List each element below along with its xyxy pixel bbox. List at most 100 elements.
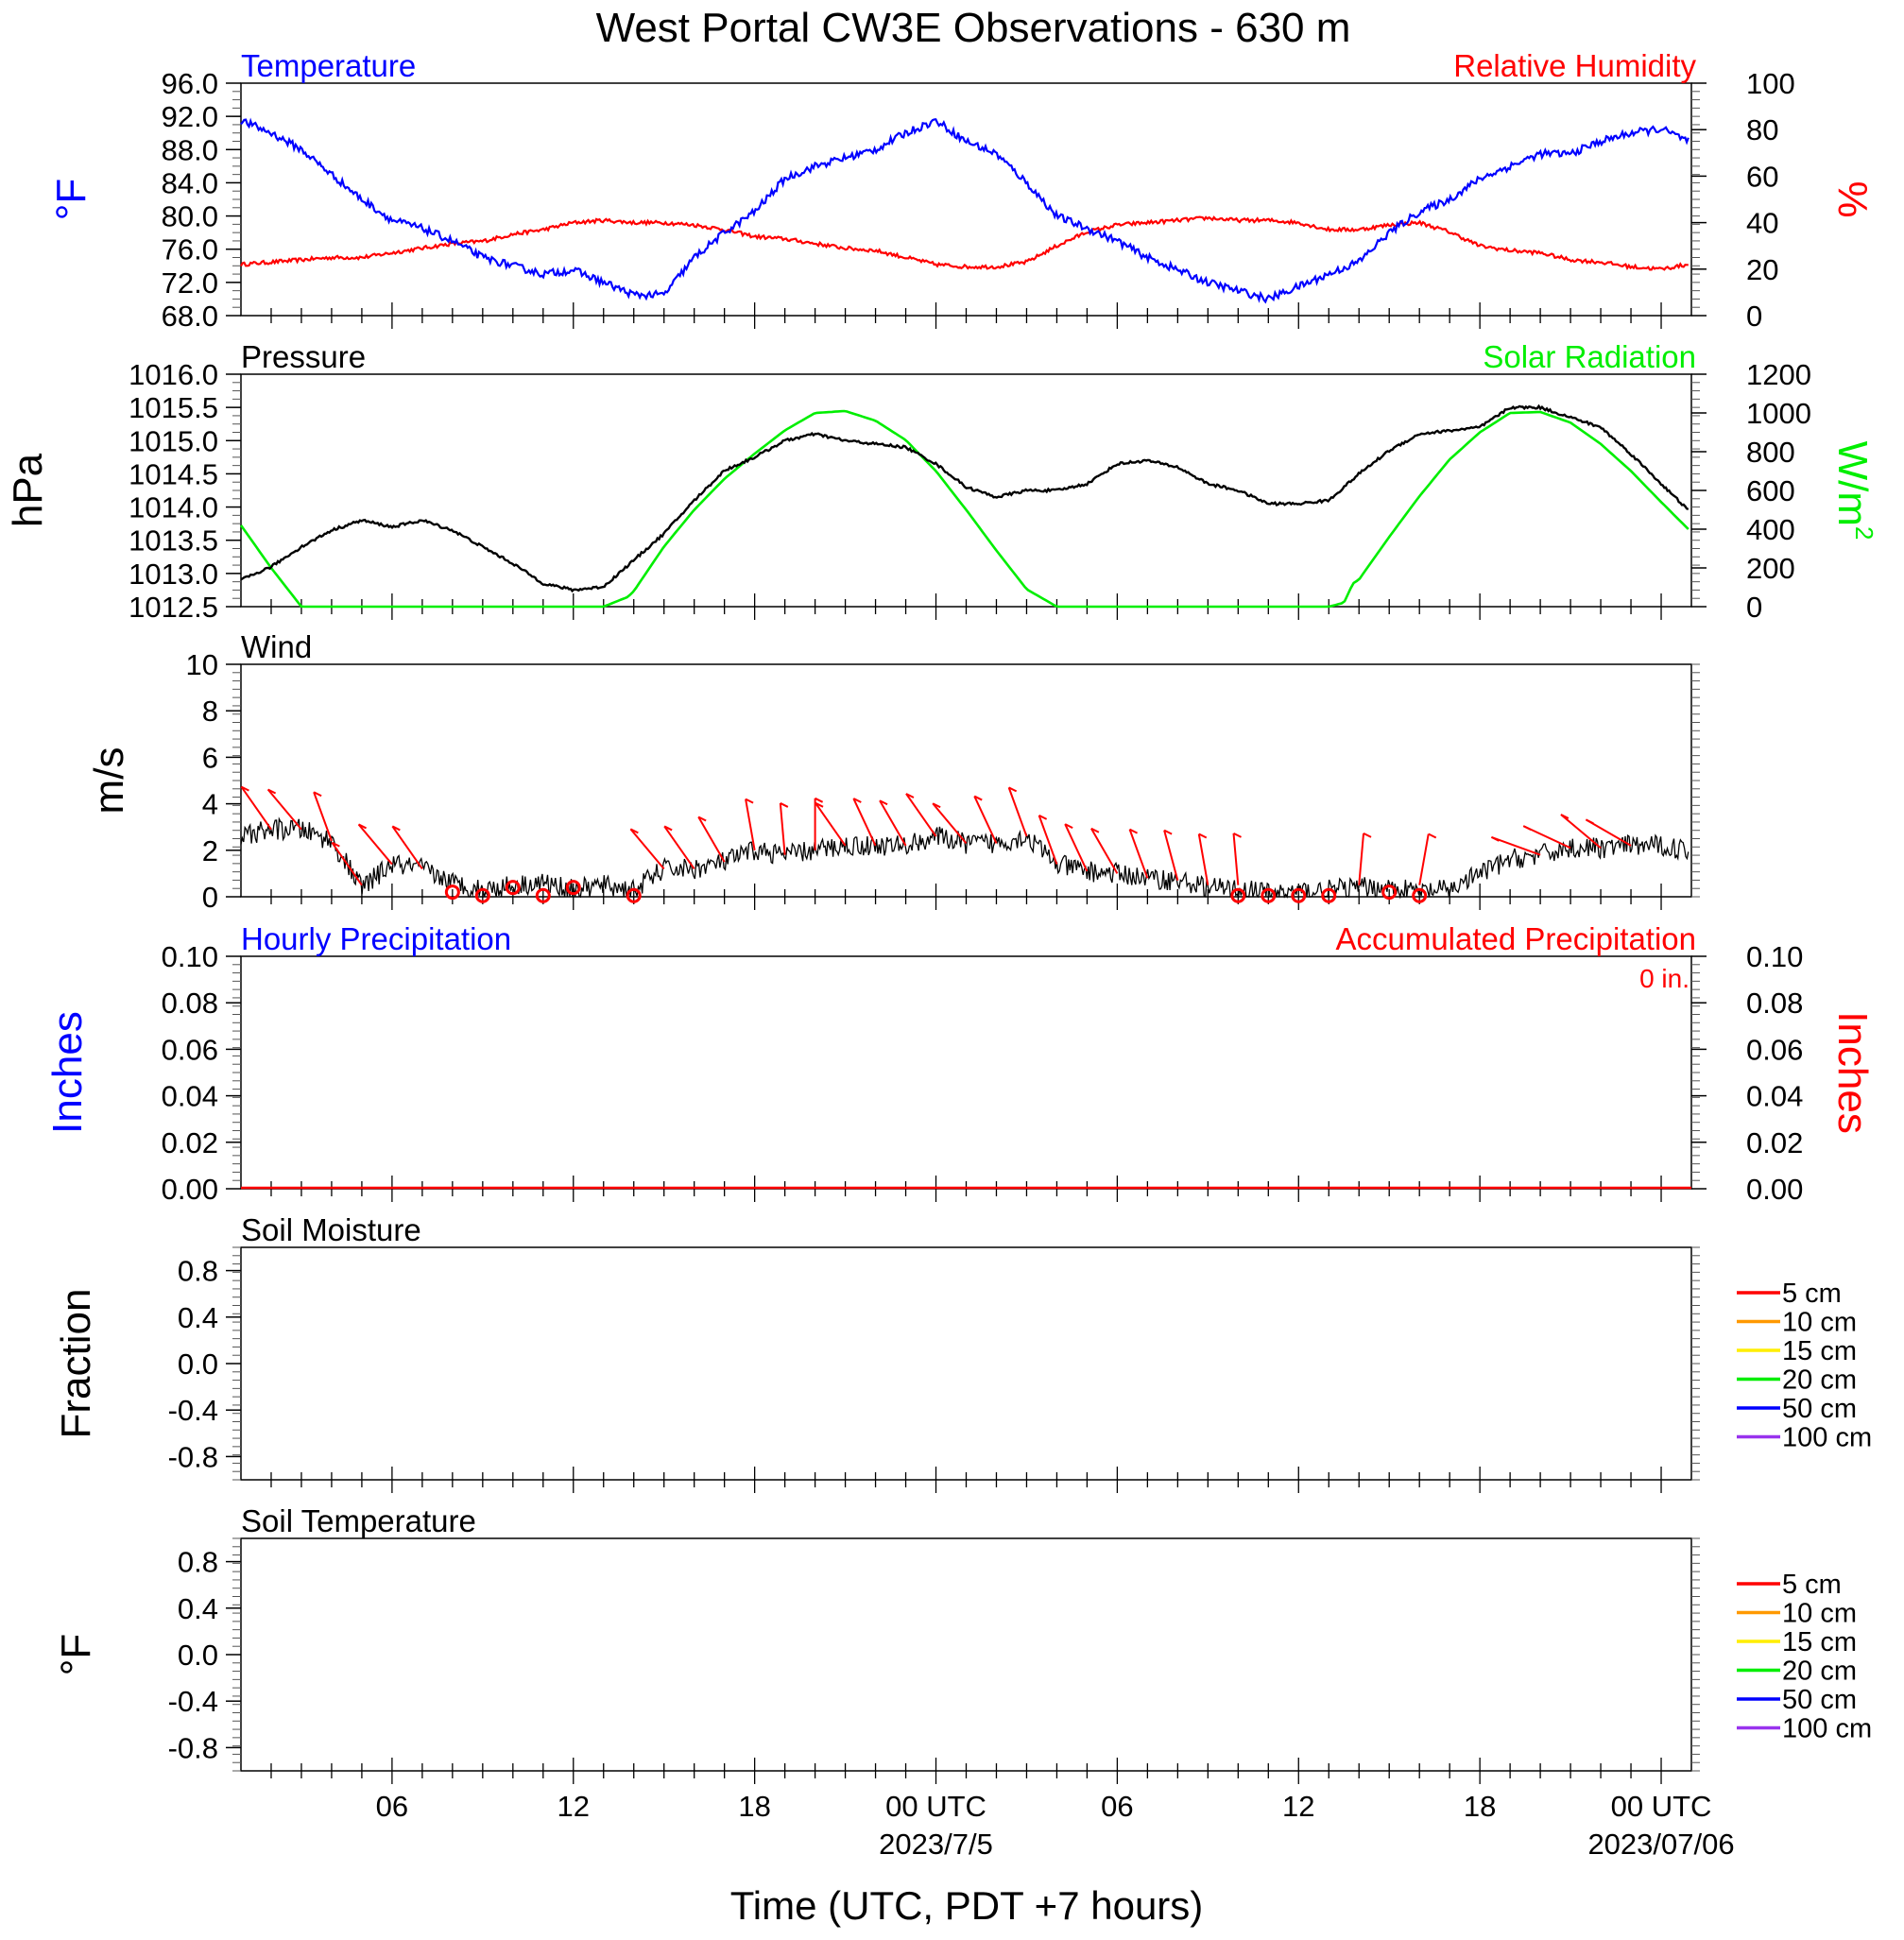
wind-barb — [331, 842, 363, 886]
left-tick-label: 0.0 — [178, 1639, 218, 1672]
right-tick-label: 0.00 — [1746, 1173, 1803, 1206]
wind-barb — [852, 798, 877, 847]
panels: 96.092.088.084.080.076.072.068.010080604… — [5, 48, 1878, 1784]
left-tick-label: 0.8 — [178, 1546, 218, 1579]
right-tick-label: 20 — [1746, 253, 1778, 286]
wind-barb-flag — [240, 785, 249, 792]
calm-wind-circle — [1412, 887, 1428, 903]
wind-barb — [779, 802, 786, 855]
wind-barb-flag — [852, 798, 862, 803]
calm-wind-circle — [1230, 887, 1246, 903]
wind-barb-flag — [331, 841, 340, 848]
x-tick-label: 00 UTC — [885, 1790, 986, 1823]
pressure-line — [240, 403, 1690, 593]
left-tick-label: 4 — [202, 788, 218, 821]
wind-barb — [240, 786, 272, 831]
right-tick-label: 0.04 — [1746, 1080, 1803, 1113]
right-unit-label: Inches — [1829, 1011, 1876, 1134]
wind-barb — [266, 788, 302, 831]
calm-wind-circle — [505, 880, 521, 896]
wind-barb — [1585, 818, 1632, 847]
x-date-label: 2023/7/5 — [879, 1828, 993, 1861]
left-tick-label: 1013.0 — [129, 558, 218, 591]
calm-wind-circle — [474, 887, 490, 903]
panel-left-title: Temperature — [241, 48, 416, 83]
wind-barb — [629, 828, 665, 870]
left-tick-label: 1016.0 — [129, 358, 218, 391]
legend-label: 15 cm — [1782, 1336, 1857, 1366]
temperature-line — [240, 117, 1690, 304]
left-tick-label: 0.00 — [162, 1173, 218, 1206]
wind-speed-line — [240, 816, 1690, 900]
wind-barb — [1064, 823, 1089, 872]
wind-barb-flag — [1490, 836, 1500, 842]
right-tick-label: 60 — [1746, 160, 1778, 193]
left-tick-label: 1012.5 — [129, 591, 218, 624]
panel-frame — [240, 82, 1692, 317]
left-tick-label: 0.4 — [178, 1592, 218, 1625]
left-tick-label: -0.8 — [168, 1440, 218, 1473]
legend-label: 100 cm — [1782, 1714, 1872, 1744]
left-tick-label: 84.0 — [162, 166, 218, 199]
right-tick-label: 1200 — [1746, 358, 1811, 391]
left-tick-label: -0.8 — [168, 1731, 218, 1764]
wind-barb-flag — [1522, 825, 1532, 831]
calm-wind-circle — [626, 887, 642, 903]
legend-label: 10 cm — [1782, 1308, 1857, 1338]
right-tick-label: 0.10 — [1746, 940, 1803, 973]
wind-barb — [879, 799, 907, 847]
wind-barb — [1038, 815, 1058, 865]
panel-left-title: Pressure — [241, 339, 366, 374]
left-tick-label: 76.0 — [162, 233, 218, 266]
wind-barb — [1007, 787, 1028, 837]
left-tick-label: 1015.5 — [129, 391, 218, 424]
left-tick-label: 92.0 — [162, 100, 218, 133]
wind-barb — [697, 815, 726, 863]
calm-wind-circle — [1321, 887, 1337, 903]
wind-barbs — [240, 785, 1632, 903]
wind-barb-flag — [1064, 823, 1073, 829]
wind-barb-flag — [1428, 833, 1437, 839]
right-tick-label: 0.08 — [1746, 987, 1803, 1020]
left-tick-label: 0.0 — [178, 1348, 218, 1381]
left-tick-label: 1014.0 — [129, 491, 218, 524]
wind-barb-flag — [1560, 814, 1570, 819]
left-tick-label: 8 — [202, 695, 218, 728]
legend-label: 10 cm — [1782, 1599, 1857, 1629]
x-axis-label: Time (UTC, PDT +7 hours) — [730, 1883, 1204, 1928]
right-unit-label: % — [1829, 180, 1876, 217]
right-tick-label: 200 — [1746, 552, 1795, 585]
left-unit-label: m/s — [86, 747, 132, 815]
wind-barb — [1418, 833, 1430, 885]
left-unit-label: hPa — [5, 453, 51, 527]
left-tick-label: -0.4 — [168, 1394, 218, 1427]
left-tick-label: 6 — [202, 741, 218, 774]
wind-barb — [1090, 828, 1119, 874]
legend-label: 15 cm — [1782, 1627, 1857, 1657]
calm-wind-circle — [565, 880, 581, 896]
x-date-label: 2023/07/06 — [1587, 1828, 1734, 1861]
wind-barb-flag — [1363, 833, 1372, 838]
right-tick-label: 800 — [1746, 436, 1795, 469]
wind-barb-flag — [815, 797, 824, 803]
wind-barb-flag — [358, 823, 367, 830]
right-tick-label: 1000 — [1746, 397, 1811, 430]
left-tick-label: 0.08 — [162, 987, 218, 1020]
legend-label: 20 cm — [1782, 1365, 1857, 1396]
wind-barb — [905, 793, 937, 837]
wind-barb-flag — [267, 788, 277, 795]
wind-barb-flag — [313, 791, 322, 798]
x-tick-label: 18 — [1464, 1790, 1496, 1823]
left-tick-label: 0.4 — [178, 1301, 218, 1334]
calm-wind-circle — [444, 884, 460, 901]
wind-barb-flag — [780, 802, 789, 808]
panel-right-title: Relative Humidity — [1453, 48, 1696, 83]
wind-barb — [1522, 825, 1571, 850]
wind-barb — [313, 791, 333, 842]
calm-wind-circle — [1291, 887, 1307, 903]
panel-frame — [240, 955, 1692, 1190]
right-tick-label: 600 — [1746, 474, 1795, 507]
wind-barb — [1232, 833, 1240, 885]
wind-barb-flag — [1090, 827, 1100, 833]
